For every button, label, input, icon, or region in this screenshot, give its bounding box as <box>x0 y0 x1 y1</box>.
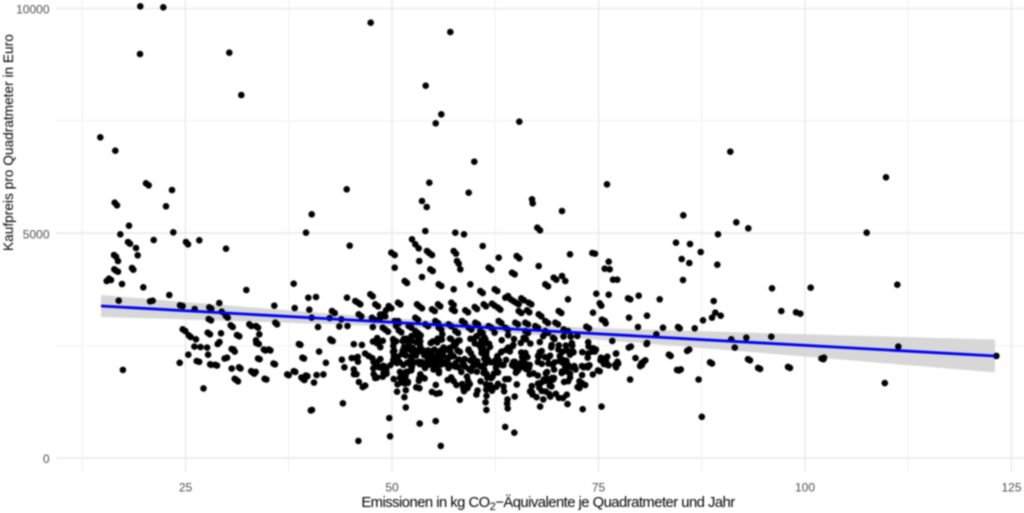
svg-text:10000: 10000 <box>16 3 50 17</box>
svg-text:100: 100 <box>795 480 815 494</box>
svg-text:75: 75 <box>592 480 606 494</box>
svg-text:125: 125 <box>1001 480 1021 494</box>
svg-text:Emissionen in kg CO2−Äquivalen: Emissionen in kg CO2−Äquivalente je Quad… <box>361 494 735 513</box>
svg-text:5000: 5000 <box>23 227 50 241</box>
svg-text:25: 25 <box>179 480 193 494</box>
svg-text:0: 0 <box>43 452 50 466</box>
svg-text:Kaufpreis pro Quadratmeter in: Kaufpreis pro Quadratmeter in Euro <box>1 34 16 251</box>
svg-text:50: 50 <box>385 480 399 494</box>
